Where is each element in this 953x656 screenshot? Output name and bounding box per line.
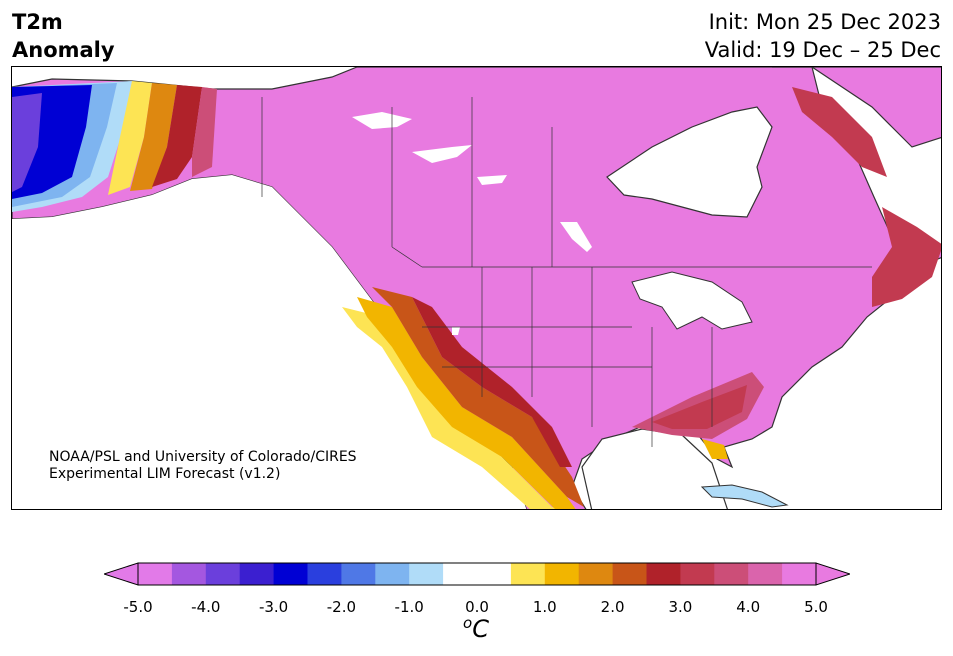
- map-canvas: [12, 67, 941, 509]
- lake-athabasca: [477, 175, 507, 185]
- colorbar-cell: [578, 563, 614, 585]
- colorbar-cell: [477, 563, 512, 585]
- colorbar-cell: [646, 563, 681, 585]
- colorbar-tick-label: 3.0: [668, 598, 693, 616]
- unit-degree: o: [463, 614, 473, 632]
- lake-winnipeg: [560, 222, 592, 252]
- colorbar-cell: [341, 563, 376, 585]
- gulf-of-mexico: [581, 428, 728, 509]
- colorbar-tick-label: -5.0: [123, 598, 153, 616]
- map-title: T2m Anomaly: [12, 8, 115, 64]
- colorbar-cells: [138, 563, 817, 585]
- forecast-dates: Init: Mon 25 Dec 2023 Valid: 19 Dec – 25…: [705, 8, 941, 64]
- great-salt-lake: [452, 327, 460, 335]
- pacific-ocean: [12, 175, 527, 509]
- colorbar-cell: [544, 563, 580, 585]
- colorbar-tick-label: 0.0: [465, 598, 489, 616]
- great-slave-lake: [412, 145, 472, 163]
- colorbar-cell: [171, 563, 207, 585]
- great-lakes: [631, 271, 753, 330]
- colorbar-tick-label: 5.0: [804, 598, 828, 616]
- colorbar-max-extend: [815, 562, 850, 586]
- colorbar-min-extend: [104, 562, 139, 586]
- alaska-warm-2: [130, 83, 177, 191]
- colorbar-cell: [307, 563, 342, 585]
- colorbar-tick-label: -4.0: [191, 598, 221, 616]
- west-warm-band-yellow: [342, 307, 562, 509]
- anomaly-map: [11, 66, 942, 510]
- init-date: Init: Mon 25 Dec 2023: [708, 10, 941, 34]
- colorbar-tick-label: 2.0: [600, 598, 625, 616]
- colorbar-tick-label: 4.0: [736, 598, 761, 616]
- colorbar-cell: [443, 563, 478, 585]
- map-credit: NOAA/PSL and University of Colorado/CIRE…: [49, 449, 357, 483]
- colorbar-cell: [239, 563, 275, 585]
- credit-line-1: NOAA/PSL and University of Colorado/CIRE…: [49, 449, 357, 465]
- title-line-1: T2m: [12, 10, 63, 34]
- colorbar-cell: [375, 563, 410, 585]
- colorbar-cell: [205, 563, 241, 585]
- colorbar-cell: [409, 563, 444, 585]
- valid-range: Valid: 19 Dec – 25 Dec: [704, 38, 941, 62]
- colorbar-tick-label: -1.0: [394, 598, 424, 616]
- cuba: [700, 484, 789, 508]
- colorbar-outline: [137, 562, 817, 586]
- west-warm-band-orange: [357, 297, 576, 509]
- colorbar-cell: [138, 563, 173, 585]
- state-borders: [261, 97, 872, 447]
- credit-line-2: Experimental LIM Forecast (v1.2): [49, 466, 281, 482]
- colorbar-tick-label: 1.0: [532, 598, 557, 616]
- colorbar-unit: oC: [463, 614, 489, 643]
- title-line-2: Anomaly: [12, 38, 115, 62]
- southeast-warm-core: [652, 385, 747, 429]
- west-warm-band-red: [372, 287, 584, 507]
- colorbar-tick-label: -3.0: [258, 598, 289, 616]
- colorbar-cell: [510, 563, 546, 585]
- hudson-bay: [606, 106, 773, 218]
- colorbar-cell: [782, 563, 817, 585]
- alaska-warm-3: [152, 85, 202, 187]
- colorbar-cell: [273, 563, 308, 585]
- colorbar-cell: [680, 563, 715, 585]
- southeast-warm-florida: [702, 439, 728, 459]
- colorbar-cell: [714, 563, 749, 585]
- alaska-cold-deep: [12, 93, 42, 192]
- great-bear-lake: [352, 112, 412, 129]
- colorbar-tick-label: -2.0: [326, 598, 357, 616]
- greenland: [810, 67, 941, 148]
- colorbar-cell: [612, 563, 647, 585]
- colorbar-cell: [748, 563, 783, 585]
- northeast-warm: [872, 207, 941, 307]
- alaska-warm-1: [108, 81, 152, 195]
- colorbar: [104, 562, 850, 586]
- alaska-warm-4: [192, 87, 217, 177]
- labrador-warm: [792, 87, 887, 177]
- unit-letter: C: [472, 615, 489, 643]
